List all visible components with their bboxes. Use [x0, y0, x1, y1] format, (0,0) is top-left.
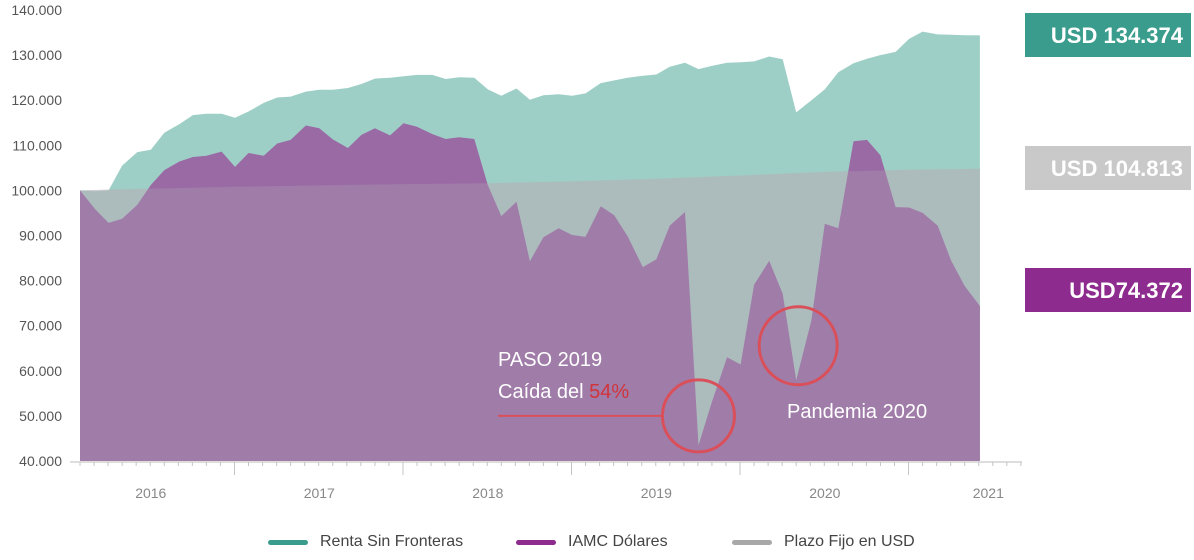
legend-label-renta: Renta Sin Fronteras	[320, 533, 464, 550]
annotation-layer: PASO 2019 Caída del 54% Pandemia 2020	[498, 305, 927, 454]
x-tick-label: 2019	[641, 485, 672, 501]
series-layer	[80, 31, 980, 461]
legend-swatch-iamc	[516, 539, 556, 545]
legend-item-renta: Renta Sin Fronteras	[268, 533, 463, 551]
paso-2019-drop-value: 54%	[589, 381, 629, 403]
paso-2019-drop-label: Caída del	[498, 381, 589, 403]
area-iamc-dolares	[80, 123, 980, 461]
x-tick-label: 2021	[973, 485, 1004, 501]
x-tick-label: 2016	[135, 485, 166, 501]
y-tick-label: 70.000	[19, 318, 62, 334]
pandemia-2020-label: Pandemia 2020	[787, 401, 927, 423]
legend-item-plazo: Plazo Fijo en USD	[732, 533, 915, 551]
chart-area: 40.000 50.000 60.000 70.000 80.000 90.000 100.…	[11, 2, 1191, 501]
pandemia-2020-circle	[757, 305, 839, 387]
axis-layer: 40.000 50.000 60.000 70.000 80.000 90.000 100.…	[11, 2, 1022, 501]
y-tick-label: 80.000	[19, 273, 62, 289]
end-label-plazo-box	[1025, 146, 1191, 190]
paso-2019-title: PASO 2019	[498, 349, 602, 371]
end-label-plazo-text: USD 104.813	[1051, 156, 1183, 181]
legend-label-iamc: IAMC Dólares	[568, 533, 668, 550]
end-label-renta-text: USD 134.374	[1051, 23, 1184, 48]
y-tick-label: 130.000	[11, 47, 62, 63]
legend: Renta Sin Fronteras IAMC Dólares Plazo F…	[0, 533, 1194, 557]
end-label-layer: USD 134.374 USD 104.813 USD74.372	[1025, 13, 1191, 312]
end-label-iamc-box	[1025, 268, 1191, 312]
x-tick-label: 2017	[304, 485, 335, 501]
y-tick-label: 50.000	[19, 408, 62, 424]
y-tick-label: 60.000	[19, 363, 62, 379]
legend-swatch-plazo	[732, 539, 772, 545]
end-label-iamc-text: USD74.372	[1069, 278, 1183, 303]
x-tick-label: 2018	[472, 485, 503, 501]
end-label-renta-box	[1025, 13, 1191, 57]
legend-label-plazo: Plazo Fijo en USD	[784, 533, 915, 550]
legend-swatch-renta	[268, 539, 308, 545]
y-tick-label: 120.000	[11, 92, 62, 108]
y-tick-label: 40.000	[19, 453, 62, 469]
legend-item-iamc: IAMC Dólares	[516, 533, 668, 551]
y-tick-label: 110.000	[12, 137, 62, 153]
area-plazo-fijo-overlay	[80, 168, 980, 461]
y-tick-label: 100.000	[11, 182, 62, 198]
x-tick-label: 2020	[809, 485, 840, 501]
y-tick-label: 90.000	[19, 228, 62, 244]
y-tick-label: 140.000	[11, 2, 62, 18]
paso-2019-subtitle: Caída del 54%	[498, 381, 629, 403]
